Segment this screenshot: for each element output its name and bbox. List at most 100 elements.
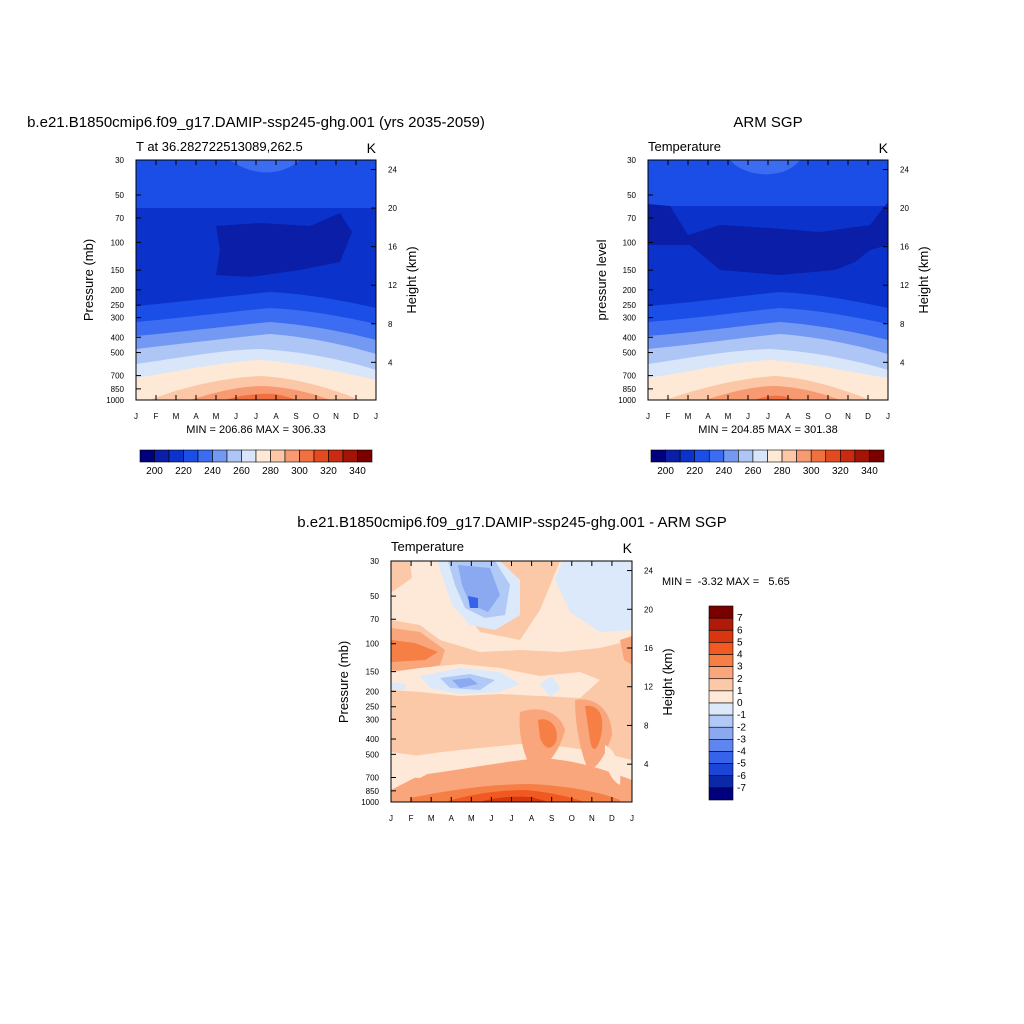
y-tick-label: 1000 [361, 798, 379, 807]
colorbar-label: 240 [715, 466, 732, 477]
x-tick-label: J [510, 814, 514, 823]
colorbar-swatch [708, 605, 734, 619]
y-tick-label: 30 [115, 156, 124, 165]
colorbar-label: -6 [737, 771, 746, 782]
colorbar-swatch [708, 642, 734, 655]
x-tick-label: O [569, 814, 575, 823]
y-tick-label: 850 [623, 385, 637, 394]
x-tick-label: M [213, 412, 220, 421]
colorbar-label: 300 [803, 466, 820, 477]
contour-band [458, 565, 500, 612]
y-right-tick-label: 16 [644, 644, 653, 653]
panel-model: b.e21.B1850cmip6.f09_g17.DAMIP-ssp245-gh… [27, 114, 485, 477]
y-tick-label: 70 [370, 615, 379, 624]
contour-band [648, 202, 888, 275]
x-tick-label: D [609, 814, 615, 823]
y-tick-label: 1000 [106, 396, 124, 405]
colorbar-swatch [781, 449, 797, 463]
x-tick-label: A [449, 814, 455, 823]
colorbar-swatch [342, 449, 358, 463]
panel-model-title: b.e21.B1850cmip6.f09_g17.DAMIP-ssp245-gh… [27, 114, 485, 131]
x-tick-label: F [666, 412, 671, 421]
colorbar-swatch [694, 449, 710, 463]
colorbar-swatch [708, 629, 734, 643]
y-tick-label: 50 [115, 191, 124, 200]
x-tick-label: N [589, 814, 595, 823]
colorbar-swatch [241, 449, 257, 463]
colorbar-swatch [255, 449, 271, 463]
x-tick-label: N [333, 412, 339, 421]
colorbar-swatch [679, 449, 695, 463]
x-tick-label: A [273, 412, 279, 421]
contour-band [216, 213, 352, 277]
colorbar-swatch [708, 714, 734, 728]
y-tick-label: 300 [366, 715, 380, 724]
colorbar-label: 260 [745, 466, 762, 477]
y-tick-label: 1000 [618, 396, 636, 405]
contour-band [705, 386, 840, 400]
panel-diff-left-subtitle: Temperature [391, 539, 464, 554]
colorbar-swatch [299, 449, 315, 463]
colorbar-swatch [183, 449, 199, 463]
panel-obs-min-max: MIN = 204.85 MAX = 301.38 [698, 424, 837, 436]
panel-obs-ylabel: pressure level [594, 239, 609, 320]
y-tick-label: 150 [111, 266, 125, 275]
x-tick-label: J [374, 412, 378, 421]
x-tick-label: M [725, 412, 732, 421]
y-tick-label: 30 [370, 557, 379, 566]
contour-band [225, 393, 296, 400]
colorbar-swatch [708, 763, 734, 777]
y-tick-label: 700 [366, 773, 380, 782]
panel-model-left-subtitle: T at 36.282722513089,262.5 [136, 139, 303, 154]
colorbar-swatch [825, 449, 841, 463]
y-tick-label: 100 [111, 238, 125, 247]
y-right-tick-label: 12 [388, 281, 397, 290]
y-tick-label: 50 [627, 191, 636, 200]
contour-band [604, 745, 621, 785]
x-tick-label: N [845, 412, 851, 421]
panel-model-colorbar: 200 220 240 260 280 300 320 340 [139, 449, 373, 477]
colorbar-swatch [357, 449, 373, 463]
colorbar-label: 220 [686, 466, 703, 477]
colorbar-label: 5 [737, 637, 743, 648]
colorbar-label: 200 [146, 466, 163, 477]
colorbar-label: 240 [204, 466, 221, 477]
panel-diff-min-max: MIN = -3.32 MAX = 5.65 [662, 576, 790, 588]
y-tick-label: 200 [623, 286, 637, 295]
x-tick-label: F [409, 814, 414, 823]
y-right-tick-label: 20 [900, 204, 909, 213]
colorbar-swatch [752, 449, 768, 463]
colorbar-label: 260 [233, 466, 250, 477]
y-tick-label: 150 [366, 668, 380, 677]
x-tick-label: J [886, 412, 890, 421]
y-right-tick-label: 20 [644, 605, 653, 614]
contour-band [585, 705, 603, 749]
colorbar-label: 280 [774, 466, 791, 477]
colorbar-swatch [708, 654, 734, 667]
colorbar-label: 0 [737, 698, 743, 709]
panel-diff-ylabel-right: Height (km) [660, 648, 675, 715]
y-tick-label: 100 [366, 640, 380, 649]
x-tick-label: J [646, 412, 650, 421]
colorbar-label: 4 [737, 650, 743, 661]
y-right-tick-label: 8 [388, 320, 393, 329]
contour-band [538, 719, 557, 748]
colorbar-swatch [708, 775, 734, 789]
colorbar-swatch [313, 449, 329, 463]
y-tick-label: 200 [111, 286, 125, 295]
y-tick-label: 300 [111, 314, 125, 323]
colorbar-swatch [723, 449, 739, 463]
x-tick-label: O [313, 412, 319, 421]
contour-band [555, 561, 632, 632]
contour-band [480, 796, 548, 802]
x-tick-label: S [549, 814, 554, 823]
x-tick-label: A [785, 412, 791, 421]
contour-band [230, 160, 300, 173]
x-tick-label: J [134, 412, 138, 421]
colorbar-swatch [854, 449, 870, 463]
colorbar-label: -3 [737, 734, 746, 745]
contour-band [391, 561, 412, 592]
x-tick-label: O [825, 412, 831, 421]
